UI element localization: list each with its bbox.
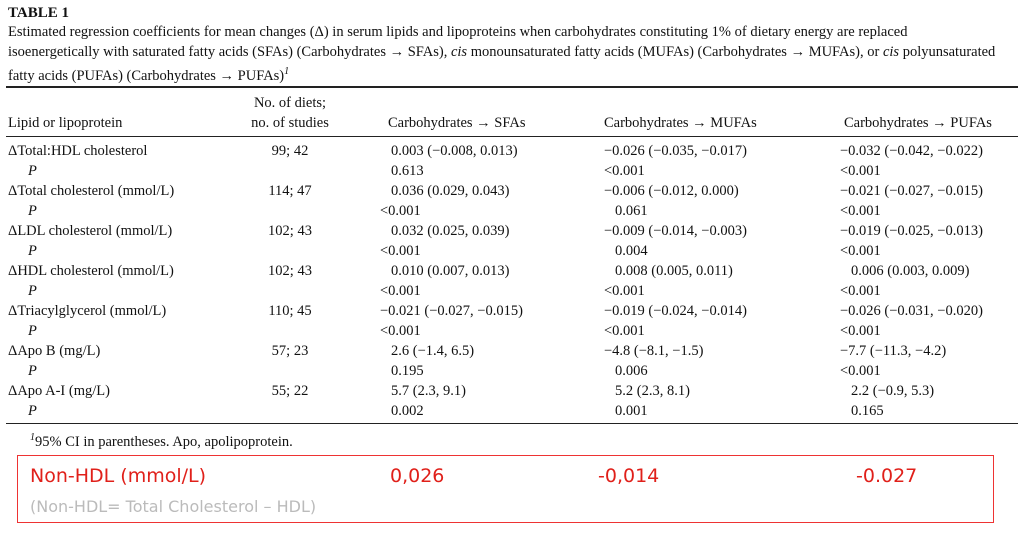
row-n: 57; 23	[271, 343, 309, 359]
estimate: 2.2 (−0.9, 5.3)	[851, 383, 935, 399]
estimate: −0.006 (−0.012, 0.000)	[604, 183, 739, 199]
p-value: 0.004	[615, 243, 648, 259]
header-column: Carbohydrates → PUFAs	[844, 115, 992, 131]
p-value: <0.001	[380, 283, 421, 299]
p-value: <0.001	[604, 163, 645, 179]
estimate: 0.006 (0.003, 0.009)	[851, 263, 970, 279]
p-label: P	[28, 403, 37, 419]
bottom-rule	[6, 423, 1018, 424]
estimate: 0.036 (0.029, 0.043)	[391, 183, 510, 199]
header-rule	[6, 136, 1018, 137]
estimate: −0.009 (−0.014, −0.003)	[604, 223, 747, 239]
row-label: ΔApo B (mg/L)	[8, 343, 101, 359]
p-value: <0.001	[840, 323, 881, 339]
p-value: 0.165	[851, 403, 884, 419]
footnote-marker: 1	[284, 66, 290, 77]
note-box: Non-HDL (mmol/L) 0,026 -0,014 -0.027 (No…	[17, 455, 994, 523]
p-value: 0.006	[615, 363, 648, 379]
estimate: 0.008 (0.005, 0.011)	[615, 263, 733, 279]
row-label: ΔTotal cholesterol (mmol/L)	[8, 183, 175, 199]
row-label: ΔLDL cholesterol (mmol/L)	[8, 223, 173, 239]
p-label: P	[28, 323, 37, 339]
p-value: <0.001	[840, 203, 881, 219]
header-n: no. of studies	[251, 115, 329, 131]
row-n: 114; 47	[268, 183, 312, 199]
p-value: 0.613	[391, 163, 424, 179]
header-column: Carbohydrates → MUFAs	[604, 115, 757, 131]
estimate: −0.026 (−0.035, −0.017)	[604, 143, 747, 159]
estimate: 0.032 (0.025, 0.039)	[391, 223, 510, 239]
p-value: <0.001	[840, 363, 881, 379]
row-n: 110; 45	[268, 303, 312, 319]
row-label: ΔTriacylglycerol (mmol/L)	[8, 303, 167, 319]
footnote-marker: 1	[30, 432, 35, 443]
p-label: P	[28, 283, 37, 299]
estimate: 0.003 (−0.008, 0.013)	[391, 143, 518, 159]
caption-text: monounsaturated fatty acids (MUFAs) (Car…	[467, 44, 883, 60]
header-label: Lipid or lipoprotein	[8, 115, 123, 131]
row-label: ΔApo A-I (mg/L)	[8, 383, 110, 399]
note-value: -0,014	[598, 465, 660, 487]
p-label: P	[28, 203, 37, 219]
estimate: −0.019 (−0.025, −0.013)	[840, 223, 983, 239]
footnote-text: 95% CI in parentheses. Apo, apolipoprote…	[35, 433, 293, 450]
row-label: ΔTotal:HDL cholesterol	[8, 143, 148, 159]
estimate: 0.010 (0.007, 0.013)	[391, 263, 510, 279]
caption-text: polyunsaturated fatty acids (PUFAs) (Car…	[8, 44, 996, 84]
p-label: P	[28, 163, 37, 179]
p-value: <0.001	[840, 163, 881, 179]
estimate: 5.2 (2.3, 8.1)	[615, 383, 690, 399]
p-label: P	[28, 243, 37, 259]
caption-italic: cis	[450, 44, 468, 60]
caption-italic: cis	[882, 44, 900, 60]
header-column: Carbohydrates → SFAs	[388, 115, 526, 131]
estimate: 5.7 (2.3, 9.1)	[391, 383, 466, 399]
p-value: <0.001	[840, 243, 881, 259]
top-rule	[6, 86, 1018, 88]
p-value: <0.001	[380, 203, 421, 219]
footnote: 195% CI in parentheses. Apo, apolipoprot…	[30, 429, 293, 451]
estimate: 2.6 (−1.4, 6.5)	[391, 343, 475, 359]
caption: Estimated regression coefficients for me…	[8, 22, 998, 86]
p-value: 0.195	[391, 363, 424, 379]
estimate: −4.8 (−8.1, −1.5)	[604, 343, 704, 359]
row-n: 102; 43	[268, 223, 312, 239]
row-label: ΔHDL cholesterol (mmol/L)	[8, 263, 174, 279]
p-value: <0.001	[840, 283, 881, 299]
note-definition: (Non-HDL= Total Cholesterol – HDL)	[30, 497, 317, 516]
note-label: Non-HDL (mmol/L)	[30, 465, 207, 487]
p-value: <0.001	[604, 323, 645, 339]
p-value: <0.001	[380, 243, 421, 259]
estimate: −0.032 (−0.042, −0.022)	[840, 143, 983, 159]
p-value: <0.001	[604, 283, 645, 299]
header-n: No. of diets;	[253, 95, 327, 111]
row-n: 55; 22	[271, 383, 309, 399]
p-value: <0.001	[380, 323, 421, 339]
estimate: −0.021 (−0.027, −0.015)	[380, 303, 523, 319]
p-value: 0.001	[615, 403, 648, 419]
p-value: 0.061	[615, 203, 648, 219]
estimate: −0.021 (−0.027, −0.015)	[840, 183, 983, 199]
note-value: -0.027	[856, 465, 918, 487]
caption-text: Estimated regression coefficients for me…	[8, 24, 908, 60]
row-n: 99; 42	[271, 143, 309, 159]
estimate: −0.026 (−0.031, −0.020)	[840, 303, 983, 319]
row-n: 102; 43	[268, 263, 312, 279]
p-label: P	[28, 363, 37, 379]
p-value: 0.002	[391, 403, 424, 419]
note-value: 0,026	[390, 465, 445, 487]
estimate: −0.019 (−0.024, −0.014)	[604, 303, 747, 319]
table-label: TABLE 1	[8, 5, 69, 21]
estimate: −7.7 (−11.3, −4.2)	[840, 343, 947, 359]
